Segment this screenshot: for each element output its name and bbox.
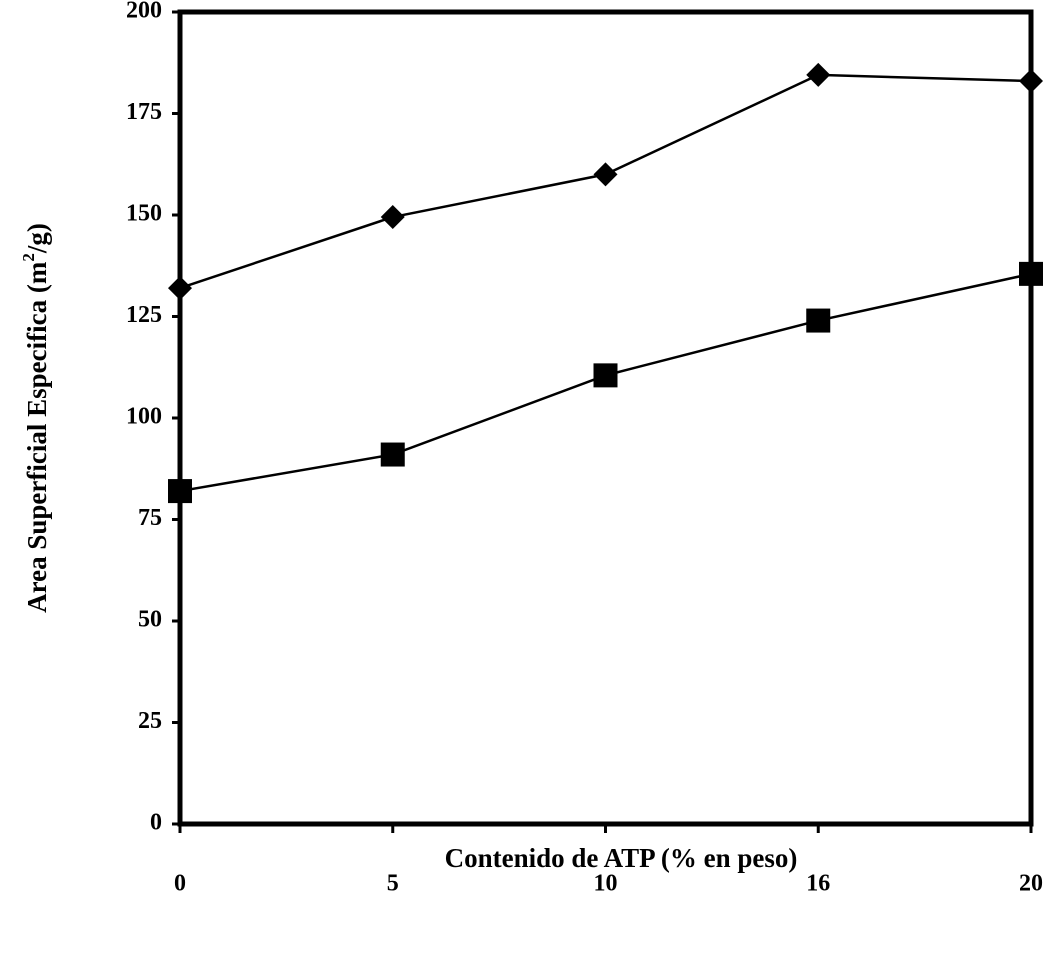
x-tick-label: 20 xyxy=(1019,871,1043,897)
series xyxy=(168,62,1043,504)
y-tick-label: 175 xyxy=(126,99,162,125)
x-axis-title: Contenido de ATP (% en peso) xyxy=(445,843,798,873)
x-tick-label: 16 xyxy=(806,871,830,897)
series-1 xyxy=(168,62,1043,301)
x-tick-label: 10 xyxy=(594,871,618,897)
y-tick-label: 150 xyxy=(126,201,162,227)
y-tick-label: 25 xyxy=(138,708,162,734)
y-tick-label: 50 xyxy=(138,607,162,633)
diamond-point xyxy=(593,162,618,187)
square-point xyxy=(806,308,831,333)
y-tick-label: 100 xyxy=(126,404,162,430)
y-tick-label: 0 xyxy=(150,810,162,836)
y-axis-title-superscript: 2 xyxy=(19,253,38,262)
y-axis-title-suffix: /g) xyxy=(22,223,52,254)
y-axis-title: Area Superficial Especifica (m2/g) xyxy=(19,223,52,613)
x-tick-label: 5 xyxy=(387,871,399,897)
axis-titles: Contenido de ATP (% en peso) Area Superf… xyxy=(19,223,797,873)
square-point xyxy=(380,442,405,467)
series-2 xyxy=(168,261,1043,504)
square-point xyxy=(593,363,618,388)
y-tick-label: 125 xyxy=(126,302,162,328)
diamond-point xyxy=(380,205,405,230)
axes xyxy=(177,9,1034,827)
y-tick-label: 200 xyxy=(126,0,162,24)
y-tick-label: 75 xyxy=(138,505,162,531)
ticks: 0 25 50 75 100 125 150 175 200 0 5 10 16 20 xyxy=(126,0,1043,897)
square-point xyxy=(1019,261,1043,286)
x-tick-label: 0 xyxy=(174,871,186,897)
square-point xyxy=(168,479,192,504)
diamond-point xyxy=(806,62,831,87)
y-axis-title-prefix: Area Superficial Especifica (m xyxy=(22,261,52,613)
plot-frame xyxy=(177,9,1034,827)
diamond-point xyxy=(168,276,192,301)
diamond-point xyxy=(1019,69,1043,94)
